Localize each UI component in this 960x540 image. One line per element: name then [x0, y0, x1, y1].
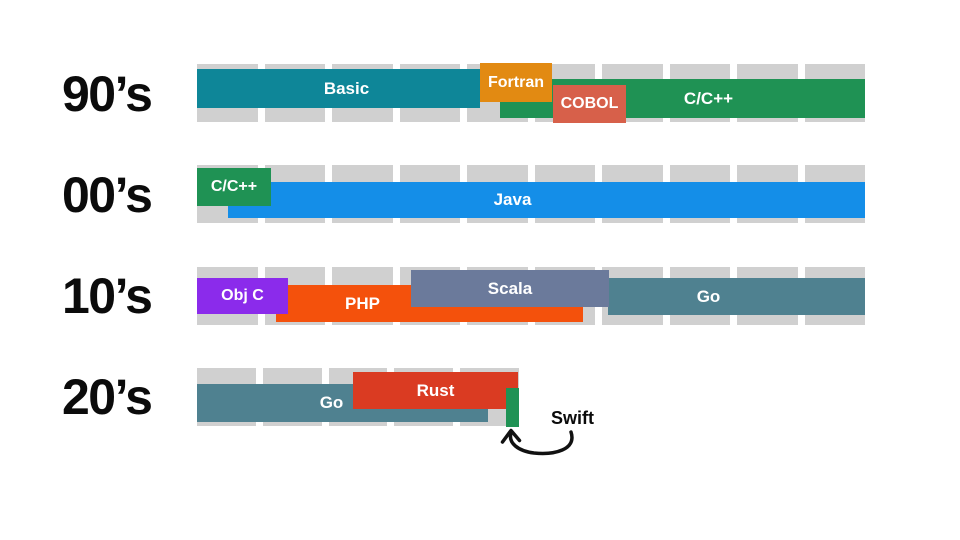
bar-label: PHP [345, 293, 380, 313]
bar-label: Go [319, 393, 344, 412]
decade-label-90s: 90’s [62, 66, 153, 122]
bar-java: Java [228, 182, 865, 218]
bar-go: Go [608, 278, 865, 315]
bar-label: Basic [323, 78, 370, 98]
bar-label: COBOL [560, 95, 619, 112]
bar-label: Java [493, 190, 532, 209]
swift-annotation-label: Swift [551, 408, 594, 428]
bar-scala: Scala [411, 270, 609, 307]
bar-label: Scala [487, 278, 533, 298]
decade-label-10s: 10’s [62, 268, 153, 324]
bar-label: Obj C [221, 287, 264, 304]
bar-rust: Rust [353, 372, 518, 409]
bar-swift [506, 388, 519, 427]
bar-label: Go [696, 286, 721, 306]
bar-label: C/C++ [210, 178, 258, 195]
bar-fortran: Fortran [480, 63, 552, 102]
decade-label-00s: 00’s [62, 167, 153, 223]
bar-c-c-: C/C++ [197, 168, 271, 206]
bar-label: Fortran [488, 73, 544, 91]
bar-label: Rust [416, 380, 455, 400]
bar-obj-c: Obj C [197, 278, 288, 314]
decade-label-20s: 20’s [62, 369, 153, 425]
bar-basic: Basic [197, 69, 480, 108]
bar-cobol: COBOL [553, 85, 626, 123]
bar-label: C/C++ [683, 88, 734, 108]
